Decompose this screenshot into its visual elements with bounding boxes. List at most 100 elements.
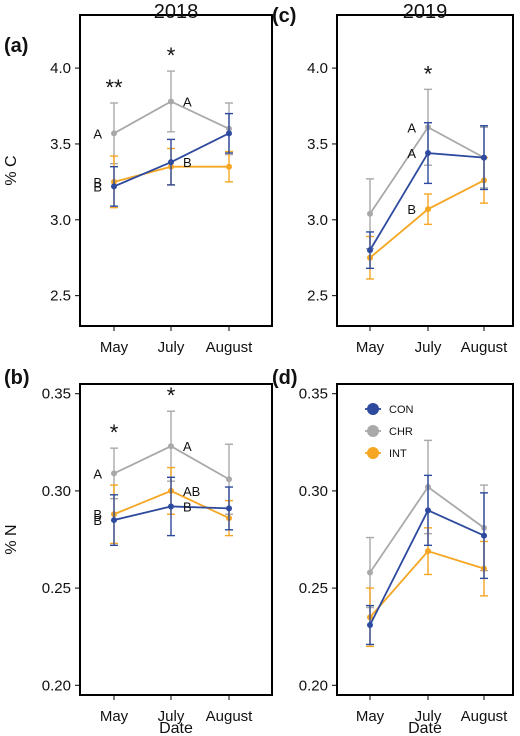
data-point-con <box>367 622 373 629</box>
panel-label: (a) <box>4 35 28 57</box>
plot-frame <box>79 14 273 327</box>
y-tick-label: 4.0 <box>50 60 71 77</box>
significance-marker: * <box>110 420 119 445</box>
plot-frame <box>336 383 514 696</box>
panel-title: 2018 <box>154 1 199 23</box>
legend-label: CON <box>389 404 414 416</box>
data-point-int <box>425 548 431 555</box>
significance-marker: * <box>167 383 176 408</box>
x-tick-label: July <box>158 339 185 356</box>
y-axis-title: % C <box>3 155 20 185</box>
data-point-chr <box>226 476 232 483</box>
significance-marker: ** <box>105 75 123 100</box>
group-letter: A <box>407 146 416 161</box>
x-axis-title: Date <box>159 720 193 736</box>
data-point-con <box>481 532 487 539</box>
group-letter: B <box>93 513 102 528</box>
panel-label: (c) <box>272 5 296 27</box>
plot-frame <box>79 383 273 696</box>
group-letter: A <box>93 466 102 481</box>
data-point-con <box>425 150 431 157</box>
significance-marker: * <box>424 61 433 86</box>
panel-title: 2019 <box>403 1 448 23</box>
chart-panel-1: (c) 2019 2.5 3.0 3.5 4.0 May July August * AA B <box>272 1 514 356</box>
data-point-con <box>168 159 174 166</box>
plot-frame <box>336 14 514 327</box>
y-tick-label: 2.5 <box>307 288 328 305</box>
group-letter: B <box>407 202 416 217</box>
y-tick-label: 3.0 <box>307 212 328 229</box>
data-point-con <box>367 247 373 254</box>
panel-label: (d) <box>272 367 298 389</box>
group-letter: B <box>93 179 102 194</box>
group-letter: A <box>183 439 192 454</box>
chart-panel-2: (b) 0.20 0.25 0.30 0.35 May July August % N Date *… <box>3 367 273 736</box>
legend-marker-con <box>367 403 379 415</box>
y-tick-label: 0.25 <box>299 580 328 597</box>
legend-label: INT <box>389 448 407 460</box>
x-axis-title: Date <box>408 720 442 736</box>
data-point-con <box>226 130 232 137</box>
group-letter: A <box>93 126 102 141</box>
group-letter: B <box>183 155 192 170</box>
x-tick-label: July <box>415 708 442 725</box>
series-line-int <box>369 179 485 259</box>
y-tick-label: 3.5 <box>50 136 71 153</box>
group-letter: B <box>93 175 102 190</box>
data-point-chr <box>111 470 117 477</box>
data-point-int <box>425 206 431 213</box>
significance-marker: * <box>167 43 176 68</box>
x-tick-label: July <box>158 708 185 725</box>
group-letter: A <box>183 94 192 109</box>
y-tick-label: 2.5 <box>50 288 71 305</box>
data-point-chr <box>168 98 174 105</box>
y-tick-label: 3.0 <box>50 212 71 229</box>
data-point-con <box>111 517 117 524</box>
group-letter: A <box>407 120 416 135</box>
x-tick-label: August <box>206 708 254 725</box>
data-point-con <box>226 505 232 512</box>
y-axis-title: % N <box>3 524 20 554</box>
legend-marker-chr <box>367 425 379 437</box>
y-tick-label: 0.30 <box>42 483 71 500</box>
x-tick-label: May <box>356 708 385 725</box>
x-tick-label: May <box>100 339 129 356</box>
y-tick-label: 0.30 <box>299 483 328 500</box>
data-point-con <box>168 503 174 510</box>
series-line-chr <box>369 126 485 215</box>
legend-label: CHR <box>389 426 413 438</box>
x-tick-label: August <box>461 708 509 725</box>
y-tick-label: 0.20 <box>299 677 328 694</box>
legend-marker-int <box>367 447 379 459</box>
data-point-con <box>111 183 117 190</box>
x-tick-label: August <box>206 339 254 356</box>
data-point-chr <box>367 210 373 217</box>
data-point-chr <box>367 569 373 576</box>
x-tick-label: May <box>356 339 385 356</box>
y-tick-label: 0.35 <box>42 386 71 403</box>
y-tick-label: 0.35 <box>299 386 328 403</box>
y-tick-label: 0.20 <box>42 677 71 694</box>
legend: CON CHR INT <box>365 403 414 460</box>
x-tick-label: July <box>415 339 442 356</box>
data-point-con <box>481 154 487 161</box>
group-letter: B <box>183 499 192 514</box>
series-line-chr <box>369 485 485 574</box>
series-line-int <box>369 550 485 618</box>
y-tick-label: 4.0 <box>307 60 328 77</box>
panel-label: (b) <box>4 367 30 389</box>
data-point-int <box>226 163 232 170</box>
data-point-chr <box>168 443 174 450</box>
group-letter: AB <box>183 484 200 499</box>
series-line-con <box>369 152 485 251</box>
y-tick-label: 3.5 <box>307 136 328 153</box>
data-point-con <box>425 507 431 514</box>
data-point-chr <box>111 130 117 137</box>
x-tick-label: August <box>461 339 509 356</box>
y-tick-label: 0.25 <box>42 580 71 597</box>
x-tick-label: May <box>100 708 129 725</box>
group-letter: B <box>93 507 102 522</box>
